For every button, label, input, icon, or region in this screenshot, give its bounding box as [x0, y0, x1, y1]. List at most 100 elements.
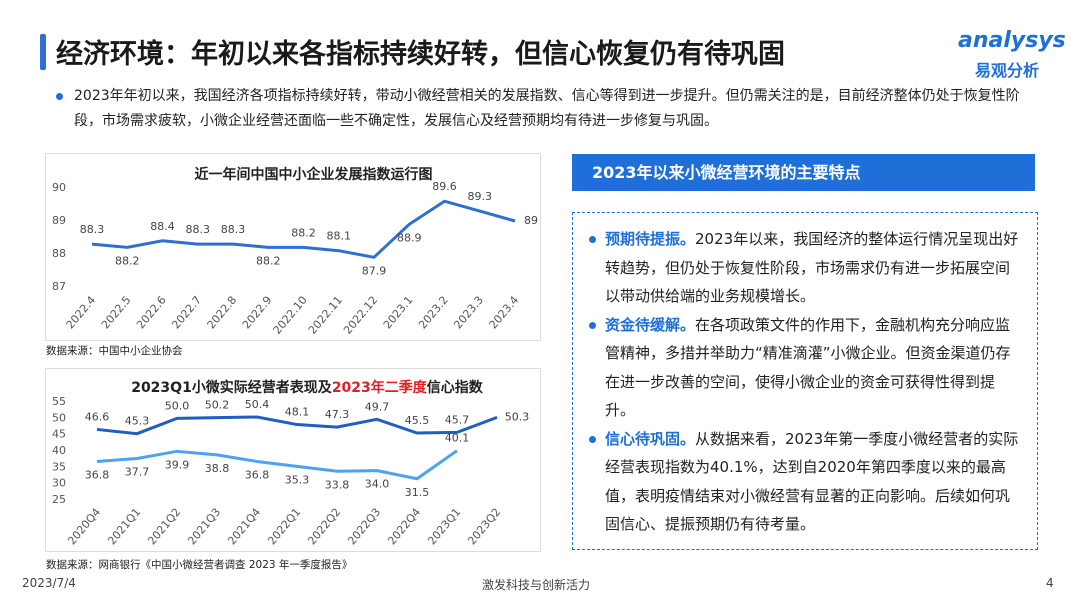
panel-body: 预期待提振。2023年以来，我国经济的整体运行情况呈现出好转趋势，但仍处于恢复性…: [572, 212, 1038, 550]
x-tick-label: 2023.2: [416, 294, 451, 332]
x-tick-label: 2021Q2: [145, 506, 183, 548]
source-note: 数据来源：中国中小企业协会: [46, 344, 183, 357]
y-tick-label: 55: [52, 395, 66, 408]
footer-slogan: 激发科技与创新活力: [482, 578, 591, 592]
x-tick-label: 2020Q4: [65, 506, 103, 548]
y-tick-label: 35: [52, 460, 66, 473]
x-tick-label: 2023Q1: [425, 506, 463, 548]
data-label: 35.3: [285, 473, 310, 486]
logo-en: analysys: [958, 28, 1066, 53]
chart-box: [45, 368, 541, 552]
series-line: [96, 449, 458, 481]
item-text: 从数据来看，2023年第一季度小微经营者的实际经营表现指数为40.1%，达到自2…: [605, 429, 1019, 534]
y-tick-label: 87: [52, 280, 66, 293]
slide-title: 经济环境：年初以来各指标持续好转，但信心恢复仍有待巩固: [56, 39, 785, 70]
title-bar: [40, 34, 46, 70]
x-tick-label: 2022.6: [134, 294, 169, 332]
panel-item: 信心待巩固。从数据来看，2023年第一季度小微经营者的实际经营表现指数为40.1…: [589, 425, 1021, 539]
data-label: 36.8: [245, 468, 270, 481]
chart-box: [45, 153, 541, 341]
data-label: 39.9: [165, 458, 190, 471]
x-tick-label: 2021Q3: [185, 506, 223, 548]
x-tick-label: 2022.9: [240, 294, 275, 332]
data-label: 49.7: [365, 400, 390, 413]
data-label: 38.8: [205, 462, 230, 475]
data-label: 46.6: [85, 410, 110, 423]
y-tick-label: 50: [52, 411, 66, 424]
y-tick-label: 89: [52, 214, 66, 227]
x-tick-label: 2023.1: [381, 294, 416, 332]
data-label: 88.1: [327, 230, 352, 243]
x-tick-label: 2022Q3: [345, 506, 383, 548]
item-text: 2023年以来，我国经济的整体运行情况呈现出好转趋势，但仍处于恢复性阶段，市场需…: [605, 230, 1019, 305]
page-number: 4: [1046, 576, 1054, 590]
title-part: 近一年间中国中小企业发展指数运行图: [195, 166, 433, 183]
x-tick-label: 2022.11: [306, 294, 345, 337]
title-part: 2023年二季度: [332, 379, 428, 396]
x-tick-label: 2023Q2: [465, 506, 503, 548]
panel-item: 预期待提振。2023年以来，我国经济的整体运行情况呈现出好转趋势，但仍处于恢复性…: [589, 225, 1021, 311]
y-tick-label: 25: [52, 493, 66, 506]
data-label: 50.3: [505, 410, 530, 423]
x-tick-label: 2022Q1: [265, 506, 303, 548]
data-label: 50.4: [245, 398, 270, 411]
data-label: 89.3: [468, 190, 493, 203]
item-text: 在各项政策文件的作用下，金融机构充分响应监管精神，多措并举助力“精准滴灌”小微企…: [605, 315, 1011, 420]
logo-cn: 易观分析: [975, 61, 1040, 80]
data-label: 89: [524, 214, 538, 227]
source-note: 数据来源：网商银行《中国小微经营者调查 2023 年一季度报告》: [46, 558, 352, 571]
data-label: 88.2: [291, 226, 316, 239]
x-tick-label: 2022.5: [99, 294, 134, 332]
data-label: 31.5: [405, 486, 430, 499]
series-line: [91, 199, 516, 259]
y-tick-label: 90: [52, 181, 66, 194]
data-label: 88.3: [221, 223, 246, 236]
x-tick-label: 2021Q1: [105, 506, 143, 548]
bullet: [589, 435, 596, 443]
data-label: 88.3: [186, 223, 211, 236]
data-label: 87.9: [362, 264, 387, 277]
data-label: 88.4: [150, 220, 175, 233]
data-label: 48.1: [285, 406, 310, 419]
x-tick-label: 2023.3: [451, 294, 486, 332]
footer-date: 2023/7/4: [22, 576, 76, 590]
chart-title: 近一年间中国中小企业发展指数运行图: [195, 166, 433, 183]
data-label: 50.0: [165, 399, 190, 412]
y-tick-label: 45: [52, 428, 66, 441]
title-part: 信心指数: [427, 379, 484, 396]
data-label: 37.7: [125, 466, 150, 479]
x-tick-label: 2022Q2: [305, 506, 343, 548]
data-label: 33.8: [325, 478, 350, 491]
x-tick-label: 2022.12: [341, 294, 380, 337]
x-tick-label: 2022.4: [64, 294, 99, 332]
item-lead: 资金待缓解。: [605, 315, 696, 334]
bullet: [589, 321, 596, 329]
data-label: 36.8: [85, 468, 110, 481]
chart-title: 2023Q1小微实际经营者表现及2023年二季度信心指数: [131, 379, 484, 396]
panel-header: 2023年以来小微经营环境的主要特点: [572, 154, 1035, 191]
data-label: 88.2: [256, 254, 281, 267]
x-tick-label: 2022.8: [205, 294, 240, 332]
data-label: 88.3: [80, 223, 105, 236]
y-tick-label: 40: [52, 444, 66, 457]
title-part: 2023Q1小微实际经营者表现及: [131, 379, 333, 396]
data-label: 45.7: [445, 413, 470, 426]
x-tick-label: 2022.7: [169, 294, 204, 332]
item-lead: 预期待提振。: [605, 230, 696, 248]
data-label: 88.9: [397, 231, 422, 244]
data-label: 88.2: [115, 254, 140, 267]
intro-dot: [56, 93, 63, 100]
bullet: [589, 236, 596, 243]
data-label: 45.5: [405, 414, 430, 427]
intro-text: 2023年年初以来，我国经济各项指标持续好转，带动小微经营相关的发展指数、信心等…: [74, 88, 1020, 129]
y-tick-label: 88: [52, 247, 66, 260]
data-label: 45.3: [125, 415, 150, 428]
panel-item: 资金待缓解。在各项政策文件的作用下，金融机构充分响应监管精神，多措并举助力“精准…: [589, 311, 1021, 425]
data-label: 50.2: [205, 399, 230, 412]
y-tick-label: 30: [52, 477, 66, 490]
data-label: 89.6: [432, 180, 457, 193]
x-tick-label: 2022Q4: [385, 506, 423, 548]
data-label: 40.1: [445, 432, 470, 445]
